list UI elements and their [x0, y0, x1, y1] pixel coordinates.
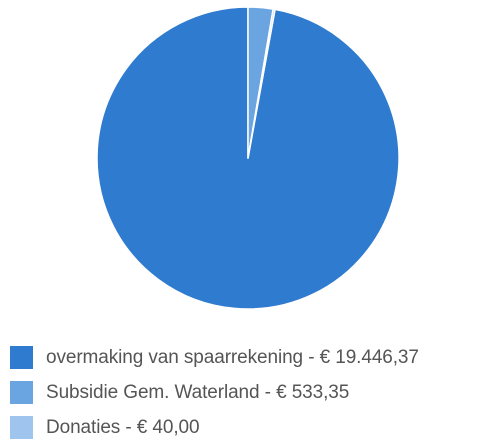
- legend-item-donaties[interactable]: Donaties - € 40,00: [10, 410, 480, 445]
- chart-legend: overmaking van spaarrekening - € 19.446,…: [10, 340, 480, 445]
- pie-chart: [96, 6, 400, 310]
- legend-item-subsidie[interactable]: Subsidie Gem. Waterland - € 533,35: [10, 375, 480, 410]
- pie-slice-donaties[interactable]: [247, 8, 276, 159]
- legend-label-spaarrekening: overmaking van spaarrekening - € 19.446,…: [46, 346, 419, 368]
- legend-item-spaarrekening[interactable]: overmaking van spaarrekening - € 19.446,…: [10, 340, 480, 375]
- legend-label-subsidie: Subsidie Gem. Waterland - € 533,35: [46, 381, 350, 403]
- legend-swatch-spaarrekening: [10, 346, 33, 369]
- legend-label-donaties: Donaties - € 40,00: [46, 416, 200, 438]
- legend-swatch-donaties: [10, 416, 33, 439]
- legend-swatch-subsidie: [10, 381, 33, 404]
